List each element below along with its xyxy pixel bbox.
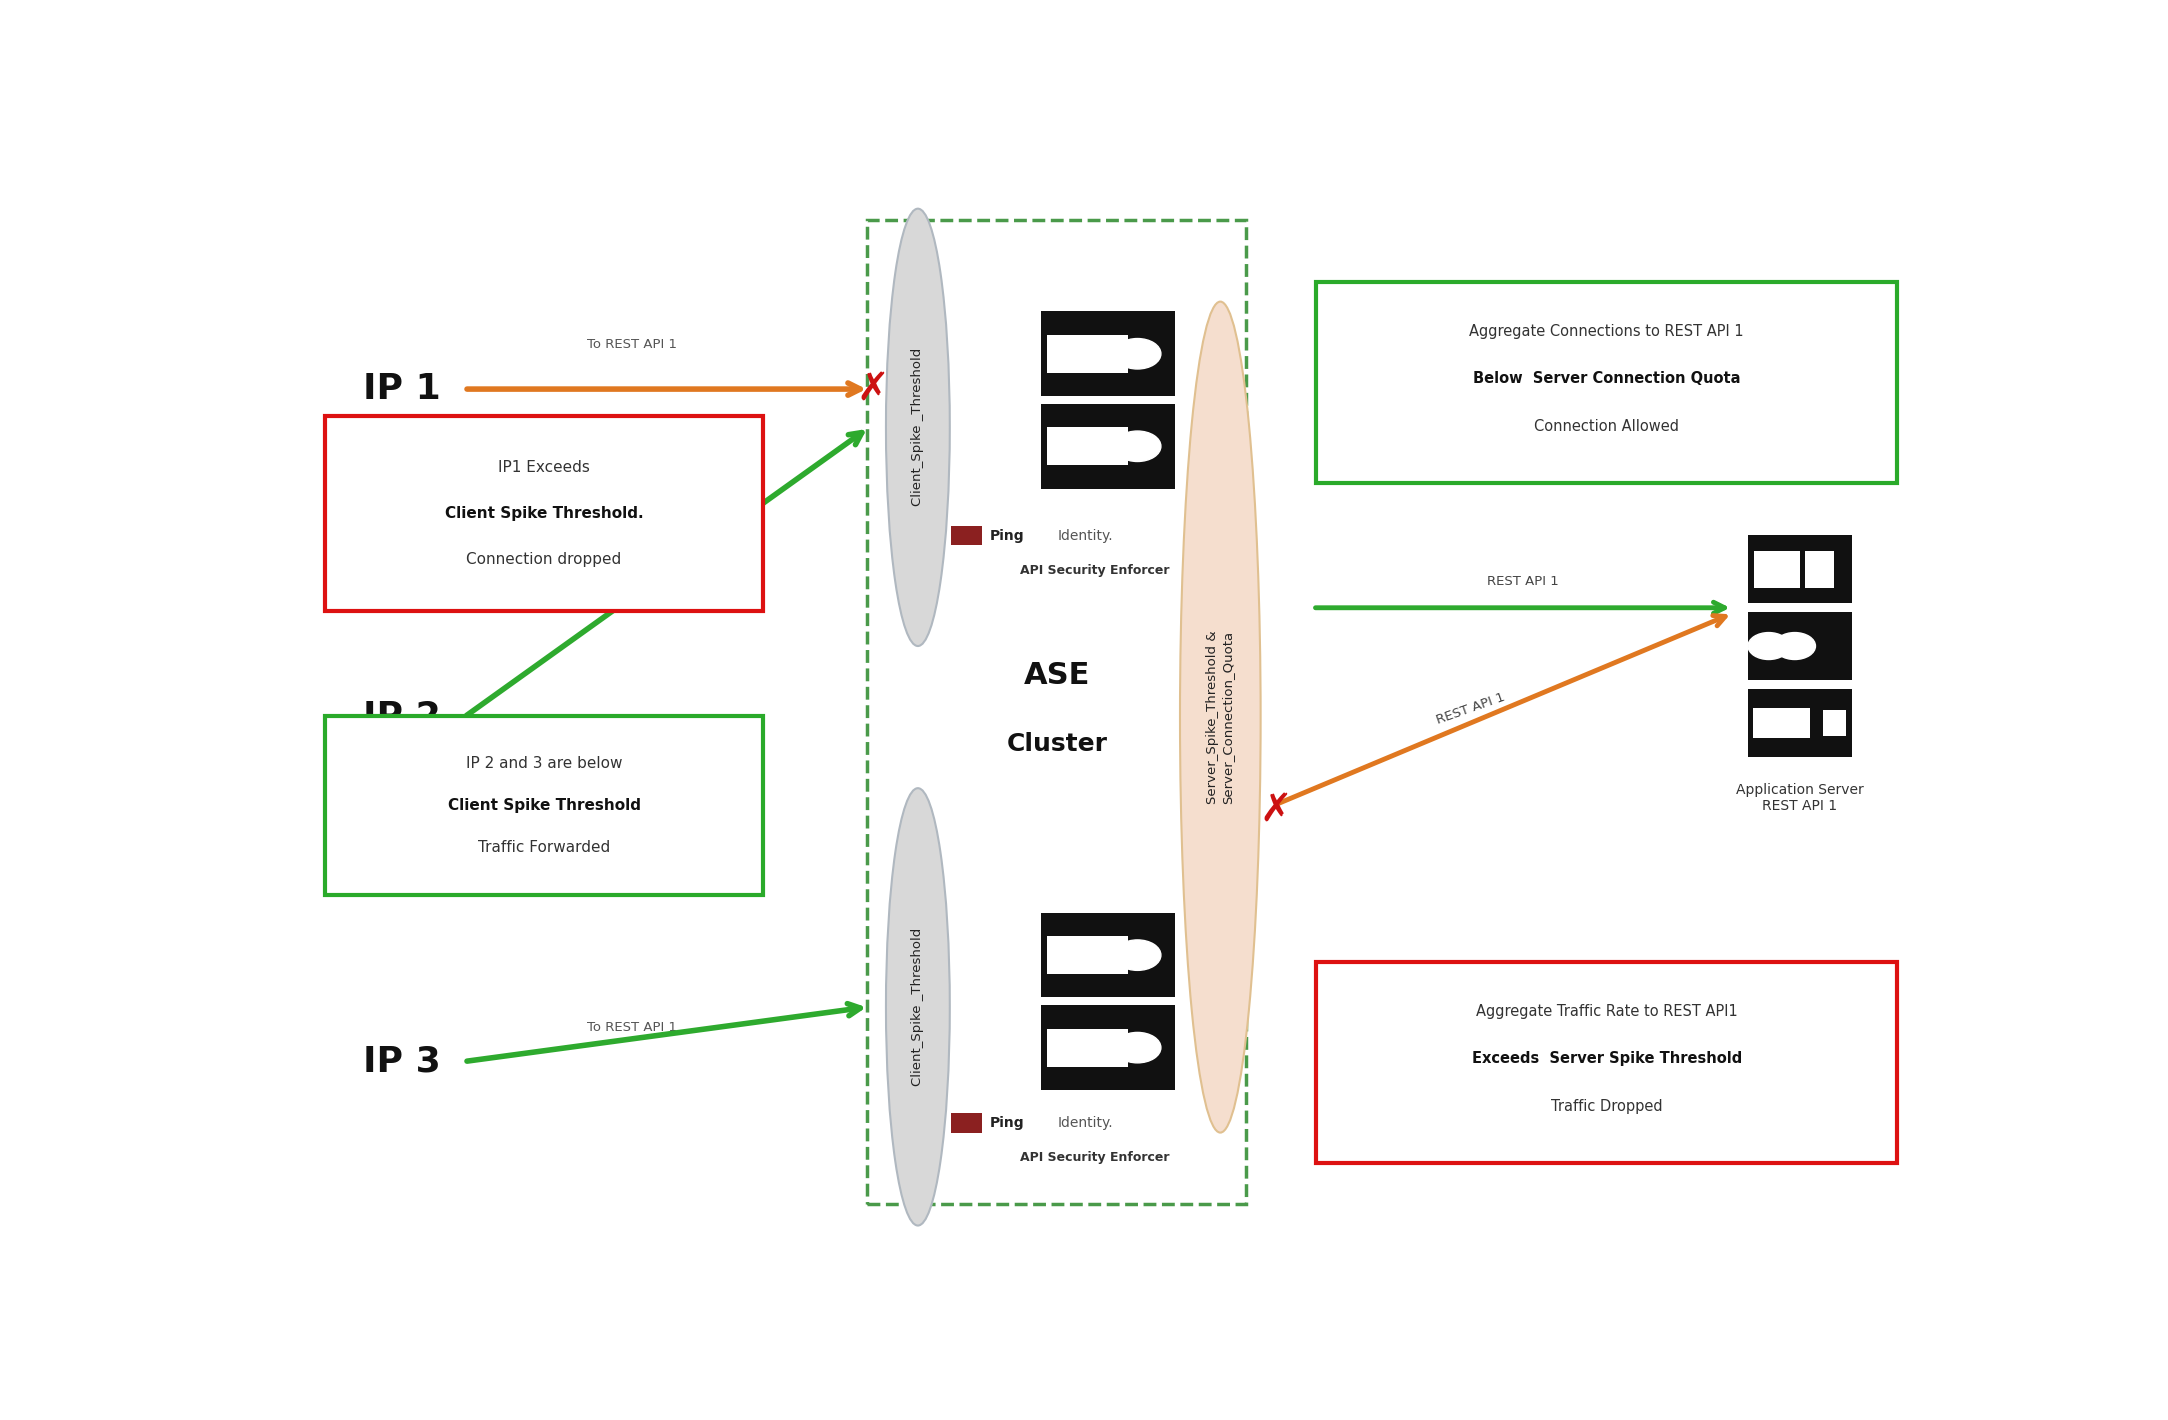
Text: Traffic Dropped: Traffic Dropped [1550, 1099, 1663, 1115]
Circle shape [1114, 940, 1160, 970]
FancyBboxPatch shape [1754, 551, 1799, 588]
Text: Connection Allowed: Connection Allowed [1535, 419, 1680, 435]
Text: Ping: Ping [991, 1116, 1025, 1130]
FancyBboxPatch shape [1041, 311, 1175, 396]
FancyBboxPatch shape [1047, 427, 1127, 466]
FancyBboxPatch shape [1823, 710, 1845, 737]
Text: Client_Spike _Threshold: Client_Spike _Threshold [911, 927, 924, 1086]
FancyBboxPatch shape [1316, 283, 1897, 483]
Text: IP 2 and 3 are below: IP 2 and 3 are below [466, 755, 622, 771]
Text: IP 2: IP 2 [364, 700, 440, 734]
FancyBboxPatch shape [1754, 707, 1810, 738]
FancyBboxPatch shape [1806, 551, 1834, 588]
Text: Ping: Ping [991, 528, 1025, 542]
Circle shape [1747, 632, 1789, 659]
Text: Traffic Forwarded: Traffic Forwarded [477, 841, 609, 855]
Text: Client Spike Threshold.: Client Spike Threshold. [444, 506, 644, 521]
Text: Aggregate Connections to REST API 1: Aggregate Connections to REST API 1 [1470, 324, 1743, 338]
Text: API Security Enforcer: API Security Enforcer [1019, 564, 1169, 577]
Text: API Security Enforcer: API Security Enforcer [1019, 1152, 1169, 1164]
FancyBboxPatch shape [325, 716, 763, 896]
Text: Aggregate Traffic Rate to REST API1: Aggregate Traffic Rate to REST API1 [1476, 1004, 1737, 1018]
FancyBboxPatch shape [1041, 1005, 1175, 1091]
FancyBboxPatch shape [1747, 535, 1851, 602]
FancyBboxPatch shape [325, 416, 763, 611]
FancyBboxPatch shape [1047, 335, 1127, 373]
Text: Exceeds  Server Spike Threshold: Exceeds Server Spike Threshold [1472, 1051, 1741, 1066]
Text: IP1 Exceeds: IP1 Exceeds [499, 460, 590, 476]
Circle shape [1773, 632, 1815, 659]
Text: REST API 1: REST API 1 [1487, 575, 1559, 588]
Text: ASE: ASE [1023, 662, 1091, 690]
FancyBboxPatch shape [952, 1113, 982, 1133]
Text: Server_Spike_Threshold &
Server_Connection_Quota: Server_Spike_Threshold & Server_Connecti… [1205, 630, 1234, 804]
FancyBboxPatch shape [1747, 689, 1851, 757]
Text: Below  Server Connection Quota: Below Server Connection Quota [1472, 372, 1741, 386]
Ellipse shape [1179, 301, 1260, 1133]
Circle shape [1114, 432, 1160, 462]
Text: Identity.: Identity. [1058, 1116, 1112, 1130]
Text: IP 3: IP 3 [364, 1045, 440, 1079]
Circle shape [1114, 338, 1160, 369]
FancyBboxPatch shape [1316, 961, 1897, 1163]
Text: ✗: ✗ [856, 371, 889, 408]
Ellipse shape [887, 209, 950, 646]
Circle shape [1114, 1032, 1160, 1062]
FancyBboxPatch shape [1047, 936, 1127, 974]
Text: IP 1: IP 1 [364, 372, 440, 406]
Text: To REST API 1: To REST API 1 [588, 1021, 676, 1034]
Text: REST API 1: REST API 1 [1435, 692, 1507, 727]
FancyBboxPatch shape [1047, 1028, 1127, 1066]
Text: Identity.: Identity. [1058, 528, 1112, 542]
Text: Cluster: Cluster [1006, 733, 1108, 757]
FancyBboxPatch shape [952, 525, 982, 545]
Text: To REST API 1: To REST API 1 [594, 550, 681, 601]
Text: Client Spike Threshold: Client Spike Threshold [447, 798, 640, 814]
Text: Client_Spike _Threshold: Client_Spike _Threshold [911, 348, 924, 507]
FancyBboxPatch shape [1747, 612, 1851, 680]
Text: To REST API 1: To REST API 1 [588, 338, 676, 351]
Text: Connection dropped: Connection dropped [466, 552, 622, 567]
Ellipse shape [887, 788, 950, 1225]
Text: ✗: ✗ [1260, 791, 1292, 829]
Text: Application Server
REST API 1: Application Server REST API 1 [1737, 782, 1864, 812]
FancyBboxPatch shape [1041, 913, 1175, 997]
FancyBboxPatch shape [1041, 403, 1175, 488]
